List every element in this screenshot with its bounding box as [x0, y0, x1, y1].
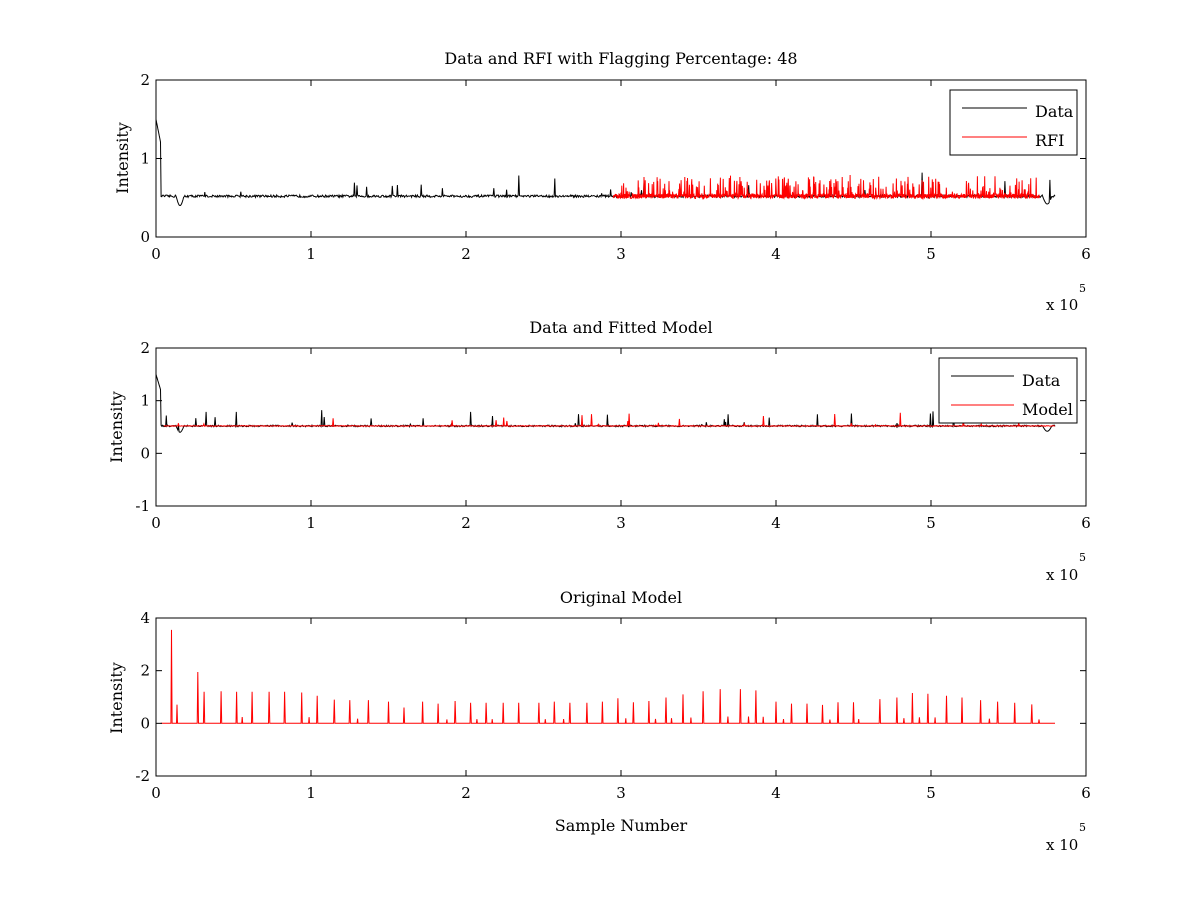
panel-3-xtick-label: 6: [1081, 784, 1091, 802]
panel-1-xtick-label: 6: [1081, 245, 1091, 263]
panel-3-xtick-label: 3: [616, 784, 626, 802]
panel-2-xtick-label: 2: [461, 514, 471, 532]
panel-2-xtick-label: 6: [1081, 514, 1091, 532]
panel-1-legend-label-rfi: RFI: [1035, 131, 1064, 150]
panel-3-series-group: [160, 629, 1055, 724]
panel-3-ytick-label: 0: [140, 714, 150, 732]
panel-2-plot: [156, 374, 1056, 433]
panel-2-legend-box: [938, 357, 1078, 424]
panel-2-ytick-label: 2: [140, 339, 150, 357]
panel-3-series-line-0: [160, 629, 1055, 724]
panel-2-xtick-label: 0: [151, 514, 161, 532]
panel-1-x-multiplier-exponent: 5: [1079, 282, 1086, 295]
panel-2-legend-label-data: Data: [1022, 371, 1061, 390]
panel-3-xtick-label: 4: [771, 784, 781, 802]
panel-1-ytick-label: 2: [140, 71, 150, 89]
panel-1-ytick-label: 1: [140, 150, 150, 168]
panel-3-xtick-label: 2: [461, 784, 471, 802]
panel-3-plot: [160, 629, 1055, 724]
panel-1-xtick-label: 5: [926, 245, 936, 263]
panel-3-ylabel: Intensity: [107, 662, 126, 734]
panel-1-series-group: [156, 119, 1056, 206]
panel-3-x-multiplier: x 10: [1046, 836, 1078, 854]
panel-3-xticks: 0 1 2 3 4 5 6: [151, 618, 1091, 802]
panel-2-series-line-0: [156, 374, 1056, 433]
panel-2-xtick-label: 4: [771, 514, 781, 532]
panel-1-xtick-label: 2: [461, 245, 471, 263]
panel-2-xtick-label: 1: [306, 514, 316, 532]
panel-1: Data and RFI with Flagging Percentage: 4…: [113, 49, 1091, 314]
panel-2-legend: Data Model: [938, 357, 1078, 424]
panel-1-xtick-label: 4: [771, 245, 781, 263]
panel-2-legend-label-model: Model: [1022, 400, 1073, 419]
panel-2-title: Data and Fitted Model: [529, 318, 712, 337]
panel-3-xtick-label: 1: [306, 784, 316, 802]
panel-2-xtick-label: 5: [926, 514, 936, 532]
panel-1-ytick-label: 0: [140, 228, 150, 246]
panel-3-xtick-label: 5: [926, 784, 936, 802]
panel-2-xticks: 0 1 2 3 4 5 6: [151, 348, 1091, 532]
panel-1-series-line-0: [156, 119, 1056, 206]
panel-3-ytick-label: 2: [140, 662, 150, 680]
panel-1-title: Data and RFI with Flagging Percentage: 4…: [444, 49, 797, 68]
panel-3-ytick-label: -2: [135, 767, 150, 785]
panel-2-ylabel: Intensity: [107, 391, 126, 463]
panel-1-xtick-label: 0: [151, 245, 161, 263]
panel-1-yticks: 0 1 2: [140, 71, 1086, 246]
panel-3-yticks: -2 0 2 4: [135, 609, 1086, 785]
panel-2-series-line-1: [163, 412, 1056, 427]
panel-3-xtick-label: 0: [151, 784, 161, 802]
panel-1-xtick-label: 1: [306, 245, 316, 263]
panel-1-xticks: 0 1 2 3 4 5 6: [151, 80, 1091, 263]
panel-2-ytick-label: 1: [140, 392, 150, 410]
panel-2-ytick-label: 0: [140, 444, 150, 462]
panel-1-legend-label-data: Data: [1035, 102, 1074, 121]
panel-1-xtick-label: 3: [616, 245, 626, 263]
panel-1-x-multiplier: x 10: [1046, 296, 1078, 314]
panel-1-axes-box: [155, 79, 1087, 238]
panel-1-legend: Data RFI: [949, 89, 1078, 156]
panel-1-series-line-1: [612, 174, 1040, 201]
panel-2-x-multiplier: x 10: [1046, 566, 1078, 584]
panel-2-yticks: -1 0 1 2: [135, 339, 1086, 515]
panel-3-ytick-label: 4: [140, 609, 150, 627]
panel-3-xlabel: Sample Number: [555, 816, 688, 835]
panel-3-title: Original Model: [560, 588, 682, 607]
panel-2-ytick-label: -1: [135, 497, 150, 515]
panel-2-series-group: [156, 374, 1056, 433]
panel-1-ylabel: Intensity: [113, 122, 132, 194]
panel-2-xtick-label: 3: [616, 514, 626, 532]
panel-1-plot: [156, 119, 1056, 206]
panel-2-x-multiplier-exponent: 5: [1079, 551, 1086, 564]
panel-3-x-multiplier-exponent: 5: [1079, 821, 1086, 834]
panel-1-legend-box: [949, 89, 1078, 156]
